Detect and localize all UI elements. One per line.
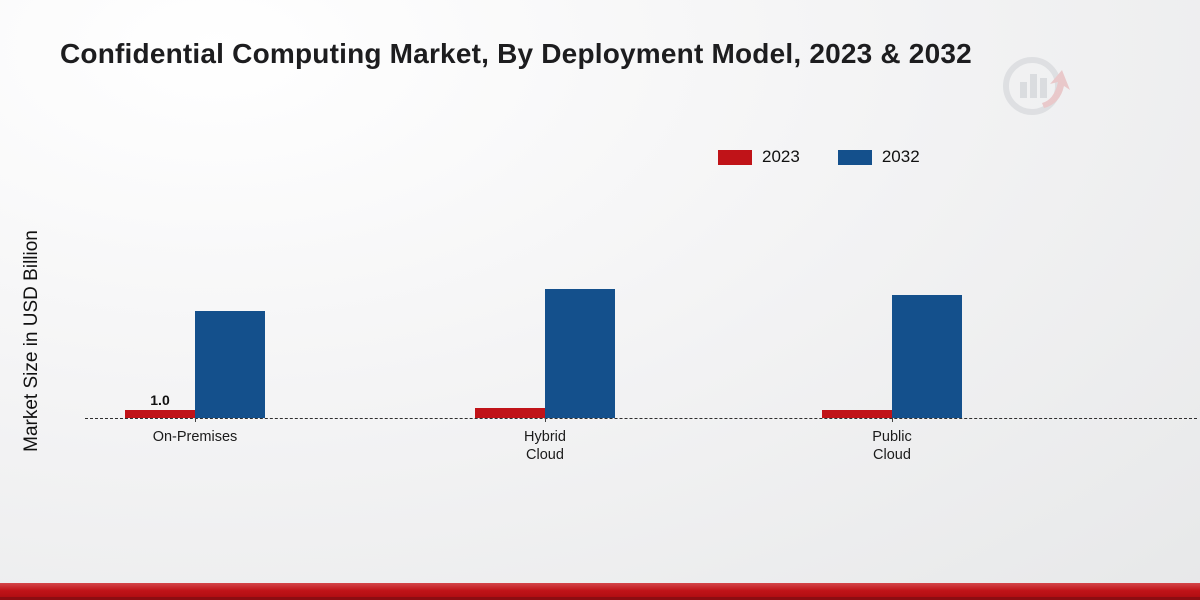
legend-item-2023: 2023 <box>718 147 800 167</box>
legend-label-2023: 2023 <box>762 147 800 166</box>
footer-dark-red-line <box>0 597 1200 600</box>
x-axis-tick-public-cloud <box>892 418 893 422</box>
bar-2032-public-cloud <box>892 294 962 418</box>
company-logo-watermark-icon <box>1003 57 1070 115</box>
x-axis-tick-on-premises <box>195 418 196 422</box>
category-label-on-premises: On-Premises <box>152 429 238 445</box>
bar-2032-on-premises <box>195 310 265 418</box>
legend-swatch-2032 <box>837 149 872 165</box>
legend-label-2032: 2032 <box>881 147 920 166</box>
category-label-public-cloud: Public Cloud <box>872 429 912 464</box>
chart-title: Confidential Computing Market, By Deploy… <box>60 38 972 69</box>
bar-2023-hybrid-cloud <box>475 407 545 418</box>
x-axis-baseline <box>85 418 1197 419</box>
bar-2032-hybrid-cloud <box>545 289 615 418</box>
bar-group-public-cloud <box>822 294 962 418</box>
bar-2023-public-cloud <box>822 410 892 418</box>
bar-group-on-premises: 1.0 <box>125 310 265 418</box>
category-label-hybrid-cloud: Hybrid Cloud <box>524 429 566 464</box>
footer-red-band <box>0 583 1200 597</box>
x-axis-tick-hybrid-cloud <box>545 418 546 422</box>
legend: 2023 2032 <box>718 147 920 167</box>
bar-group-hybrid-cloud <box>475 289 615 418</box>
legend-item-2032: 2032 <box>837 147 920 167</box>
data-label-2023-on-premises: 1.0 <box>150 392 170 408</box>
bar-2023-on-premises: 1.0 <box>125 392 195 418</box>
legend-swatch-2023 <box>718 149 752 165</box>
